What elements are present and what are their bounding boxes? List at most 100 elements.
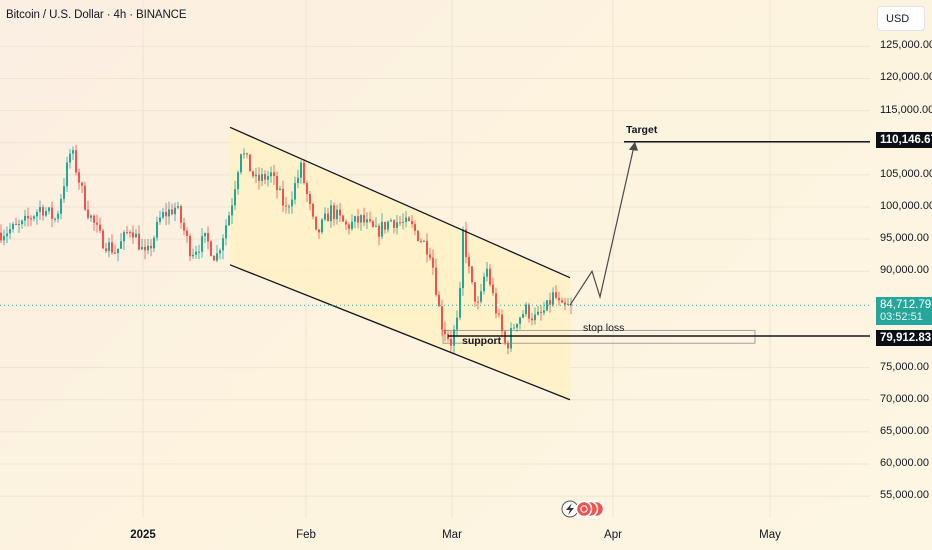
projection-path[interactable]	[569, 141, 636, 306]
candle	[312, 202, 314, 220]
candle	[57, 210, 59, 223]
candle	[387, 220, 389, 233]
candle	[402, 213, 404, 230]
candle	[45, 207, 47, 218]
price-tick: 95,000.00	[880, 232, 929, 245]
candle	[39, 200, 41, 220]
candle	[537, 305, 539, 316]
currency-button[interactable]: USD	[877, 6, 925, 31]
candle	[453, 325, 455, 354]
candle	[168, 201, 170, 225]
candle	[327, 207, 329, 222]
candle	[258, 167, 260, 190]
candle	[81, 181, 83, 194]
candle	[240, 153, 242, 175]
event-icons[interactable]	[575, 500, 605, 518]
candle	[132, 225, 134, 244]
candle	[75, 144, 77, 176]
candle	[102, 228, 104, 250]
price-tick: 55,000.00	[880, 489, 929, 502]
candle	[219, 248, 221, 260]
candle	[294, 176, 296, 205]
candle	[204, 232, 206, 243]
candle	[159, 210, 161, 225]
stop-loss-label: stop loss	[583, 322, 625, 334]
candle	[462, 226, 464, 296]
candle	[363, 207, 365, 227]
candle	[513, 323, 515, 330]
current-price-tag: 84,712.79 03:52:51	[876, 297, 932, 325]
candle	[135, 229, 137, 238]
candle	[315, 216, 317, 231]
price-tick: 100,000.00	[880, 199, 932, 212]
candle	[555, 285, 557, 300]
candle	[195, 245, 197, 259]
time-tick: Apr	[604, 529, 622, 541]
candles	[0, 144, 572, 355]
arrow-head-icon	[629, 141, 638, 151]
candle	[558, 291, 560, 306]
channel-upper-line[interactable]	[229, 126, 571, 279]
candle	[33, 214, 35, 222]
flash-icon[interactable]	[561, 500, 579, 518]
candle	[114, 244, 116, 255]
candle	[468, 252, 470, 274]
candle	[267, 171, 269, 187]
candle	[516, 323, 518, 332]
price-tick: 70,000.00	[880, 392, 929, 405]
candle	[369, 211, 371, 223]
candle	[279, 185, 281, 191]
candle	[408, 215, 410, 222]
candle	[420, 237, 422, 244]
candle	[225, 219, 227, 246]
candle	[117, 248, 119, 262]
candle	[87, 200, 89, 220]
candle	[249, 154, 251, 172]
candle	[147, 238, 149, 255]
price-tick: 65,000.00	[880, 424, 929, 437]
price-tick: 125,000.00	[880, 39, 932, 52]
candle	[222, 234, 224, 260]
candle	[351, 214, 353, 231]
candle	[144, 239, 146, 260]
candle	[525, 302, 527, 317]
candle	[276, 171, 278, 199]
candle	[321, 217, 323, 235]
candle	[186, 227, 188, 243]
candle	[192, 248, 194, 259]
candle	[540, 305, 542, 321]
candle	[399, 215, 401, 227]
candle	[444, 321, 446, 342]
candle	[9, 222, 11, 240]
time-tick: 2025	[130, 529, 156, 541]
candle	[549, 292, 551, 313]
symbol-title[interactable]: Bitcoin / U.S. Dollar · 4h · BINANCE	[6, 9, 187, 21]
channel-lower-line[interactable]	[229, 264, 571, 401]
candle	[531, 313, 533, 326]
candle	[465, 221, 467, 264]
candle	[486, 261, 488, 282]
candle	[6, 226, 8, 243]
candle	[12, 221, 14, 233]
candle	[498, 308, 500, 318]
candle	[90, 214, 92, 222]
candle	[63, 178, 65, 203]
candle	[474, 282, 476, 307]
candle	[366, 212, 368, 229]
candle	[489, 264, 491, 287]
candle	[78, 168, 80, 190]
candle	[30, 215, 32, 227]
candle	[264, 170, 266, 185]
candle	[483, 272, 485, 295]
candle	[129, 230, 131, 238]
candle	[378, 223, 380, 246]
candle	[252, 170, 254, 179]
candle	[300, 160, 302, 184]
candle	[543, 301, 545, 316]
candle	[330, 200, 332, 229]
candle	[189, 233, 191, 262]
time-tick: Feb	[296, 529, 316, 541]
candle	[123, 230, 125, 251]
